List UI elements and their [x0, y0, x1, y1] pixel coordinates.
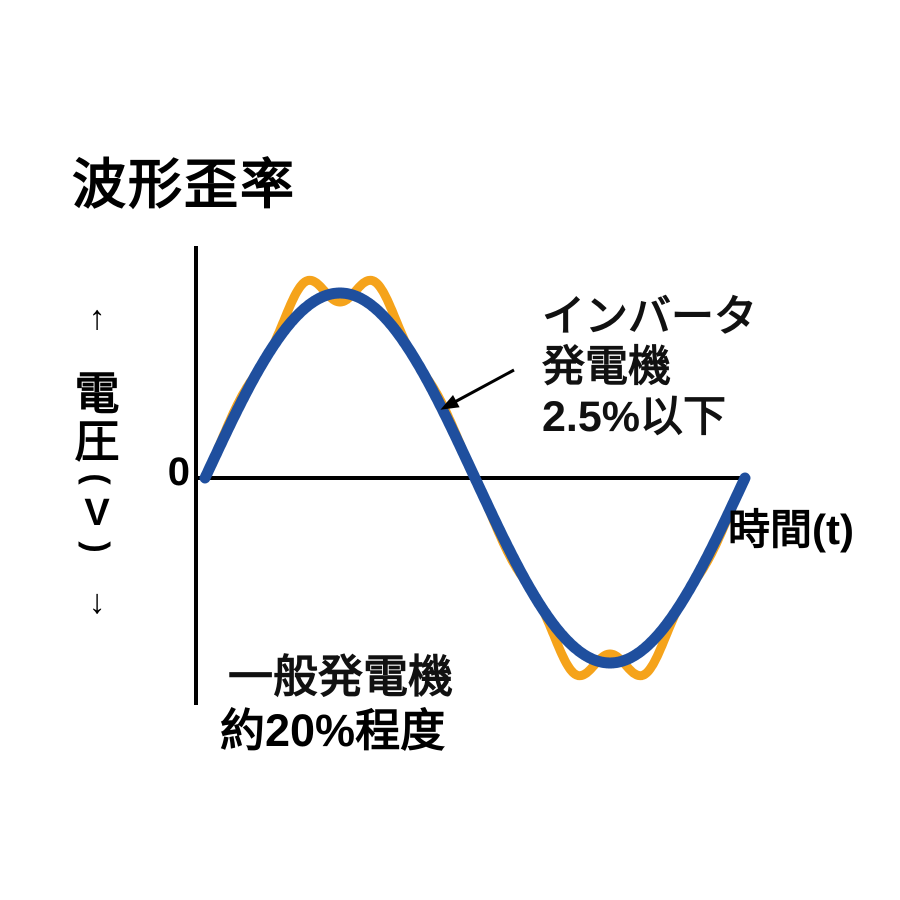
y-axis-paren-open: (: [77, 473, 116, 485]
down-arrow-icon: ↓: [88, 583, 106, 621]
up-arrow-icon: ↑: [88, 299, 106, 337]
annotation-arrow: [450, 368, 515, 406]
inverter-annotation-line2: 発電機: [542, 343, 671, 391]
inverter-generator-annotation: インバータ 発電機 2.5%以下: [542, 292, 757, 442]
y-axis-label-char: 電: [74, 368, 120, 419]
inverter-annotation-line1: インバータ: [542, 293, 757, 341]
y-axis-label-char: 圧: [74, 416, 120, 467]
inverter-generator-wave: [199, 287, 751, 669]
y-axis-unit-letter: V: [84, 492, 110, 534]
y-axis-label: ↑ 電 圧 ( V ) ↓: [60, 298, 134, 622]
annotation-arrow-head-icon: [440, 395, 460, 410]
x-axis-label: 時間(t): [728, 506, 854, 553]
general-generator-annotation: 一般発電機: [228, 651, 454, 702]
origin-zero-label: 0: [167, 450, 190, 494]
figure-title: 波形歪率: [72, 155, 296, 215]
inverter-annotation-line3: 2.5%以下: [542, 393, 727, 441]
y-axis-paren-close: ): [77, 541, 116, 553]
general-generator-distortion-value: 約20%程度: [220, 705, 446, 756]
